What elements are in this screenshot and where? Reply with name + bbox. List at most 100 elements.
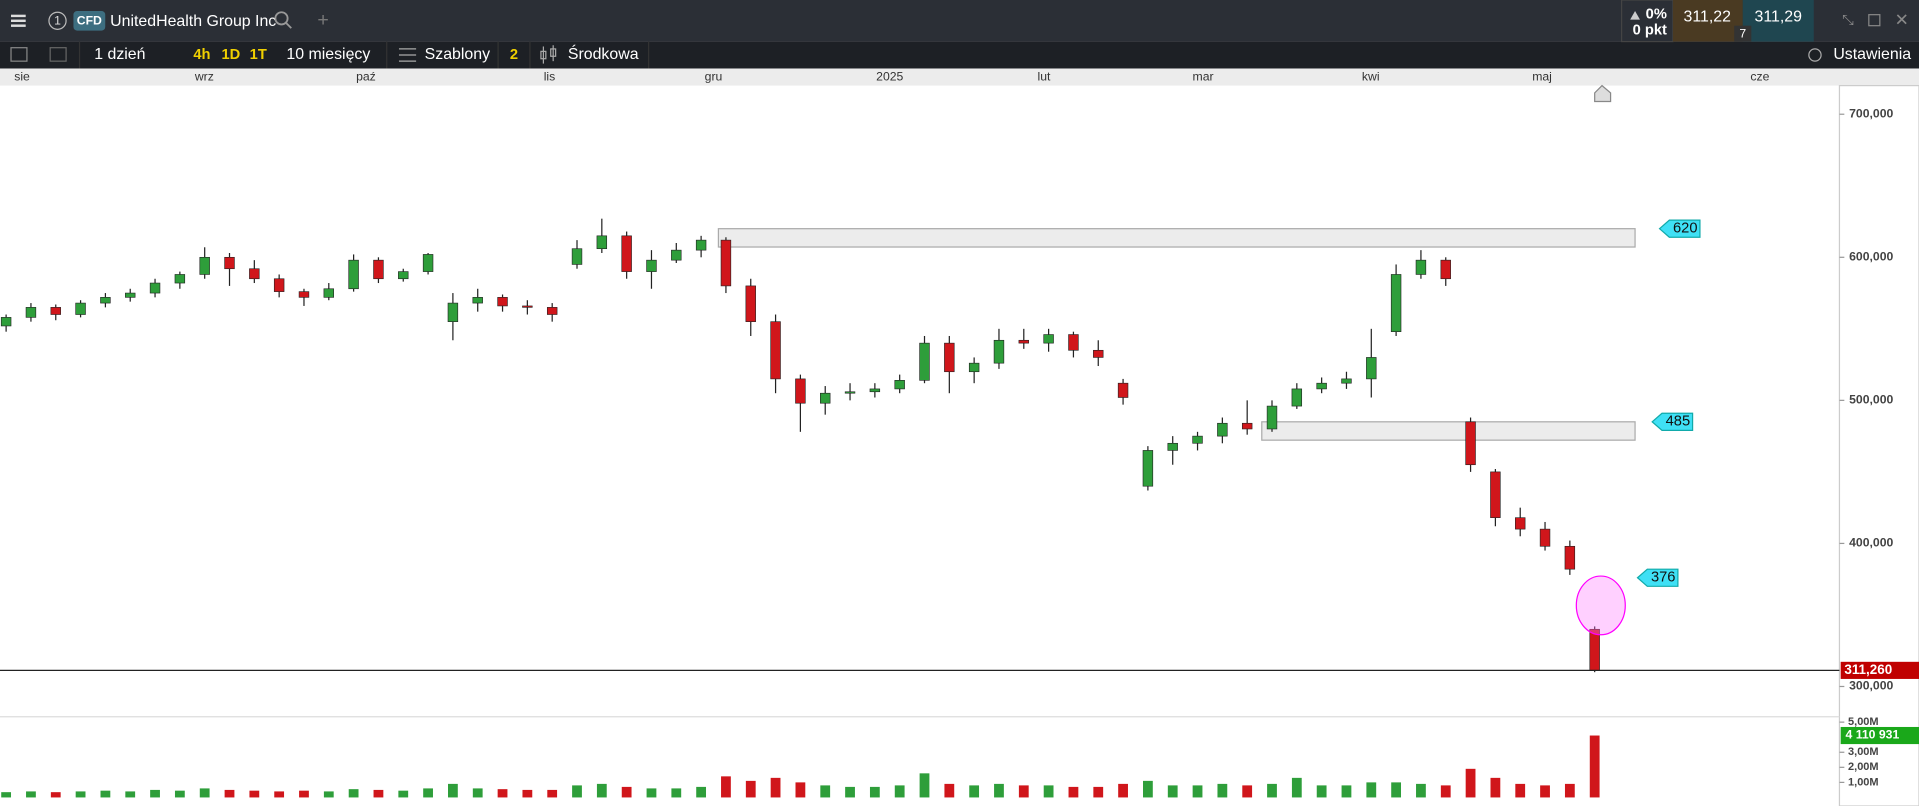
volume-bar bbox=[1366, 782, 1377, 798]
volume-bar bbox=[820, 785, 831, 798]
candle-body bbox=[770, 321, 781, 380]
quick-interval[interactable]: 1T bbox=[250, 47, 267, 63]
price-axis bbox=[1838, 85, 1919, 806]
volume-bar bbox=[1043, 785, 1054, 798]
volume-bar bbox=[1, 792, 12, 798]
instrument-name[interactable]: UnitedHealth Group Inc bbox=[110, 13, 276, 30]
quick-interval[interactable]: 1D bbox=[222, 47, 241, 63]
window-number[interactable]: 1 bbox=[54, 14, 61, 28]
add-tab[interactable]: + bbox=[317, 9, 328, 31]
menu-icon[interactable] bbox=[11, 14, 26, 27]
candle-body bbox=[1167, 442, 1178, 451]
close-button[interactable]: ✕ bbox=[1895, 10, 1909, 29]
quick-interval[interactable]: 4h bbox=[193, 47, 210, 63]
chart-style-icon bbox=[540, 45, 557, 64]
level-label: 620 bbox=[1673, 221, 1697, 237]
volume-bar bbox=[969, 785, 980, 798]
volume-bar bbox=[1589, 735, 1600, 798]
range[interactable]: 10 miesięcy bbox=[286, 46, 370, 63]
volume-bar bbox=[1564, 783, 1575, 798]
ask-price[interactable]: 311,29 bbox=[1755, 8, 1803, 25]
x-tick-label: mar bbox=[1193, 69, 1214, 83]
highlight-circle bbox=[1575, 575, 1626, 636]
layout-icon[interactable] bbox=[49, 47, 67, 62]
candle-body bbox=[497, 297, 508, 307]
volume-bar bbox=[696, 786, 707, 798]
change-points: 0 pkt bbox=[1633, 22, 1667, 38]
volume-bar bbox=[770, 777, 781, 798]
volume-bar bbox=[348, 789, 359, 798]
last-volume-box bbox=[1840, 726, 1919, 745]
volume-bar bbox=[869, 786, 880, 798]
volume-bar bbox=[944, 783, 955, 798]
candle-body bbox=[646, 259, 657, 272]
candle-body bbox=[50, 307, 61, 315]
x-tick-label: lis bbox=[544, 69, 556, 83]
volume-bar bbox=[472, 788, 483, 798]
tool-bar bbox=[0, 41, 1919, 69]
settings-icon[interactable] bbox=[1808, 48, 1822, 62]
volume-bar bbox=[125, 791, 136, 798]
volume-bar bbox=[150, 789, 160, 798]
volume-bar bbox=[274, 791, 285, 798]
bid-price[interactable]: 311,22 bbox=[1684, 8, 1732, 25]
volume-tick-label: 3,00M bbox=[1848, 746, 1879, 758]
candle-body bbox=[422, 254, 434, 272]
search-icon[interactable] bbox=[274, 11, 289, 26]
volume-bar bbox=[1143, 780, 1153, 798]
candle-body bbox=[1043, 334, 1054, 344]
interval[interactable]: 1 dzień bbox=[94, 46, 145, 63]
instrument-type: CFD bbox=[77, 14, 102, 28]
volume-bar bbox=[919, 773, 930, 798]
volume-bar bbox=[448, 783, 458, 798]
y-tick-label: 400,000 bbox=[1849, 536, 1893, 550]
candle-body bbox=[968, 362, 980, 373]
level-tag bbox=[1658, 219, 1701, 238]
candle-body bbox=[1093, 349, 1104, 358]
volume-bar bbox=[174, 790, 185, 798]
candle-body bbox=[1564, 545, 1576, 570]
candle-body bbox=[695, 239, 707, 251]
candle-body bbox=[1490, 471, 1501, 518]
ask-box[interactable] bbox=[1742, 0, 1814, 42]
candle-body bbox=[621, 235, 632, 272]
level-label: 376 bbox=[1651, 570, 1675, 586]
candle-body bbox=[944, 342, 955, 373]
settings[interactable]: Ustawienia bbox=[1833, 46, 1911, 63]
templates[interactable]: Szablony bbox=[425, 46, 490, 63]
volume-bar bbox=[1192, 785, 1203, 798]
volume-bar bbox=[522, 789, 533, 798]
maximize-button[interactable] bbox=[1868, 14, 1881, 27]
volume-bar bbox=[1391, 782, 1402, 798]
candle-body bbox=[1415, 259, 1427, 275]
candle-body bbox=[1117, 382, 1129, 398]
level-label: 485 bbox=[1666, 414, 1690, 430]
candle-body bbox=[1142, 450, 1154, 487]
volume-bar bbox=[1316, 785, 1327, 798]
volume-bar bbox=[1118, 783, 1128, 798]
candle-body bbox=[596, 235, 608, 250]
candle-body bbox=[522, 305, 533, 308]
last-volume-label: 4 110 931 bbox=[1846, 728, 1900, 742]
price-zone bbox=[1261, 421, 1636, 441]
candle-body bbox=[472, 297, 483, 304]
window-number-circle bbox=[48, 11, 67, 30]
y-tick-label: 600,000 bbox=[1849, 250, 1893, 264]
x-tick-label: paź bbox=[356, 69, 376, 83]
y-tick-label: 300,000 bbox=[1849, 679, 1893, 693]
list-icon[interactable] bbox=[10, 47, 28, 62]
candle-body bbox=[869, 388, 881, 393]
chart-style[interactable]: Środkowa bbox=[568, 44, 639, 63]
top-bar bbox=[0, 0, 1919, 42]
volume-bar bbox=[1093, 786, 1104, 798]
home-marker[interactable] bbox=[1594, 84, 1612, 103]
candle-body bbox=[0, 317, 12, 327]
volume-bar bbox=[596, 783, 607, 798]
volume-bar bbox=[75, 791, 86, 798]
last-price-box bbox=[1840, 661, 1919, 679]
candle-body bbox=[373, 259, 384, 280]
indicator-count[interactable]: 2 bbox=[510, 47, 518, 63]
bid-box[interactable] bbox=[1673, 0, 1743, 42]
minimize-button[interactable]: ⤡ bbox=[1842, 13, 1854, 29]
last-price-label: 311,260 bbox=[1844, 662, 1892, 677]
